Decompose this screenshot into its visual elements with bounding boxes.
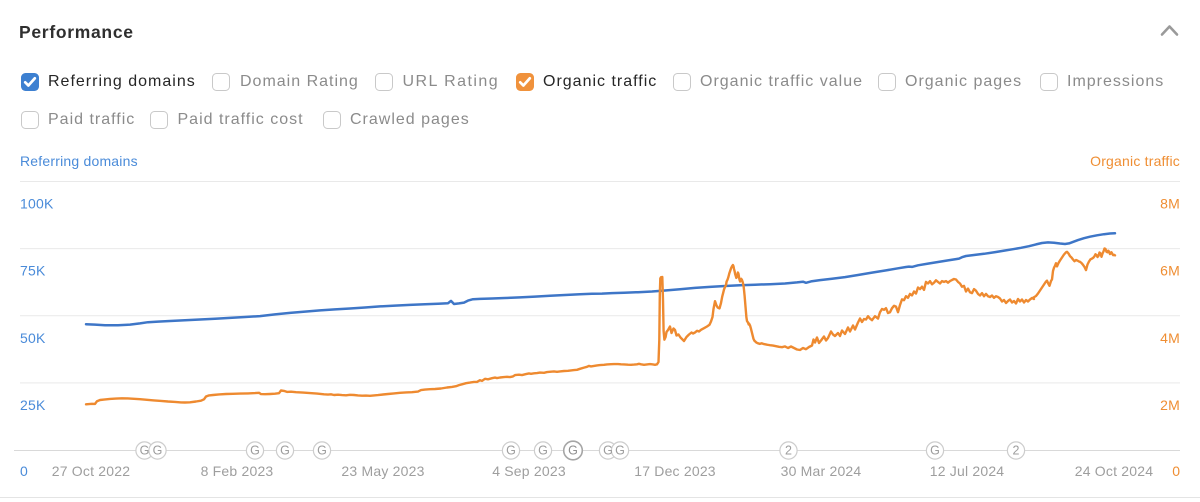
svg-text:6M: 6M	[1160, 263, 1180, 279]
svg-text:G: G	[280, 444, 290, 458]
svg-text:G: G	[603, 444, 613, 458]
svg-text:4M: 4M	[1160, 330, 1180, 346]
svg-text:27 Oct 2022: 27 Oct 2022	[52, 463, 130, 479]
svg-text:4 Sep 2023: 4 Sep 2023	[492, 463, 566, 479]
svg-text:G: G	[140, 444, 150, 458]
svg-text:G: G	[568, 444, 578, 458]
svg-text:100K: 100K	[20, 196, 54, 212]
svg-text:25K: 25K	[20, 397, 46, 413]
svg-text:G: G	[615, 444, 625, 458]
svg-text:50K: 50K	[20, 330, 46, 346]
svg-text:Referring domains: Referring domains	[20, 153, 138, 169]
svg-text:Organic traffic: Organic traffic	[1090, 153, 1180, 169]
svg-text:G: G	[930, 444, 940, 458]
svg-text:24 Oct 2024: 24 Oct 2024	[1075, 463, 1153, 479]
svg-text:2: 2	[1013, 444, 1020, 458]
svg-text:2: 2	[785, 444, 792, 458]
svg-text:75K: 75K	[20, 263, 46, 279]
svg-text:17 Dec 2023: 17 Dec 2023	[634, 463, 716, 479]
svg-text:G: G	[506, 444, 516, 458]
svg-text:8 Feb 2023: 8 Feb 2023	[201, 463, 274, 479]
svg-text:G: G	[317, 444, 327, 458]
svg-text:G: G	[250, 444, 260, 458]
svg-text:8M: 8M	[1160, 196, 1180, 212]
svg-text:0: 0	[1172, 463, 1180, 479]
svg-text:G: G	[538, 444, 548, 458]
svg-text:30 Mar 2024: 30 Mar 2024	[781, 463, 862, 479]
svg-text:G: G	[153, 444, 163, 458]
svg-text:12 Jul 2024: 12 Jul 2024	[930, 463, 1005, 479]
svg-text:2M: 2M	[1160, 397, 1180, 413]
svg-text:0: 0	[20, 463, 28, 479]
svg-text:23 May 2023: 23 May 2023	[341, 463, 424, 479]
